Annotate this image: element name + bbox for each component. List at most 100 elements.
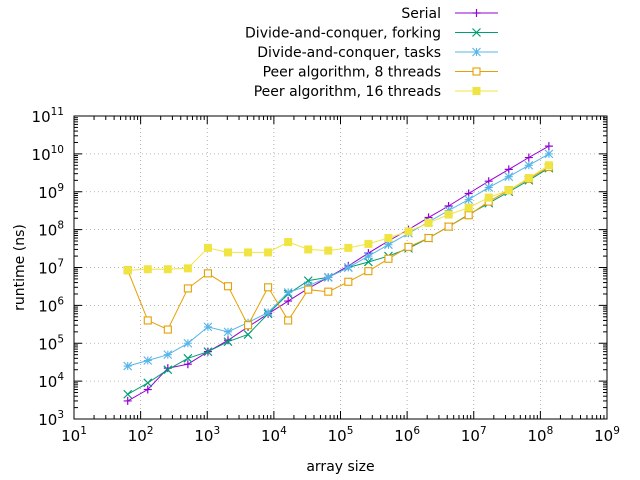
- data-point-peer-algorithm-16-threads: [364, 239, 373, 248]
- data-point-divide-and-conquer-forking: [163, 365, 173, 375]
- data-point-peer-algorithm-16-threads: [424, 218, 433, 227]
- data-point-divide-and-conquer-forking: [183, 353, 193, 363]
- x-tick-label: 104: [261, 425, 287, 445]
- data-point-peer-algorithm-8-threads: [143, 316, 152, 325]
- data-point-serial: [143, 385, 152, 394]
- x-tick-label: 102: [128, 425, 154, 445]
- series: [123, 142, 554, 405]
- data-point-divide-and-conquer-tasks: [363, 251, 373, 261]
- legend-marker: [472, 47, 481, 57]
- data-point-peer-algorithm-8-threads: [243, 321, 253, 330]
- data-point-peer-algorithm-8-threads: [284, 316, 293, 325]
- data-point-peer-algorithm-8-threads: [364, 267, 373, 276]
- data-point-divide-and-conquer-forking: [223, 337, 233, 347]
- axis-ticks: [73, 115, 608, 420]
- data-point-peer-algorithm-16-threads: [203, 243, 212, 252]
- x-axis-label: array size: [306, 459, 374, 475]
- series-serial: [123, 142, 553, 405]
- data-point-peer-algorithm-8-threads: [404, 242, 413, 251]
- data-point-peer-algorithm-16-threads: [444, 210, 453, 219]
- data-point-peer-algorithm-8-threads: [203, 269, 212, 278]
- x-tick-label: 103: [194, 425, 220, 445]
- legend-label: Serial: [401, 6, 441, 22]
- data-point-peer-algorithm-8-threads: [304, 285, 313, 294]
- data-point-peer-algorithm-16-threads: [344, 243, 353, 252]
- legend-item-divide-and-conquer-tasks: Divide-and-conquer, tasks: [257, 45, 498, 61]
- y-axis-label: runtime (ns): [12, 224, 28, 311]
- data-point-divide-and-conquer-tasks: [384, 240, 393, 250]
- series-peer-algorithm-8-threads: [123, 162, 553, 334]
- data-point-peer-algorithm-16-threads: [544, 161, 553, 170]
- data-point-divide-and-conquer-tasks: [183, 338, 193, 348]
- grid: [74, 116, 607, 419]
- y-tick-labels: 103 104 105 106 107 108 109 1010 1011: [32, 106, 65, 429]
- data-point-serial: [524, 153, 533, 162]
- data-point-divide-and-conquer-tasks: [263, 308, 273, 317]
- y-tick-label: 103: [38, 409, 64, 429]
- data-point-peer-algorithm-16-threads: [304, 245, 313, 254]
- data-point-divide-and-conquer-forking: [243, 330, 253, 339]
- data-point-divide-and-conquer-tasks: [163, 350, 173, 360]
- data-point-serial: [284, 297, 293, 306]
- y-tick-label: 1011: [32, 106, 64, 126]
- legend: Serial Divide-and-conquer, forking Divide-…: [245, 6, 498, 100]
- data-point-divide-and-conquer-tasks: [203, 322, 213, 332]
- data-point-divide-and-conquer-tasks: [223, 327, 233, 337]
- x-tick-label: 108: [527, 425, 553, 445]
- x-tick-label: 101: [61, 425, 87, 445]
- data-point-peer-algorithm-8-threads: [163, 325, 172, 334]
- data-point-peer-algorithm-16-threads: [464, 203, 473, 212]
- legend-item-peer-algorithm-8-threads: Peer algorithm, 8 threads: [263, 65, 498, 81]
- legend-marker: [472, 67, 481, 76]
- series-line-peer-algorithm-16-threads: [127, 164, 550, 271]
- legend-marker: [472, 9, 481, 17]
- x-tick-label: 107: [461, 425, 487, 445]
- data-point-serial: [544, 142, 553, 151]
- y-tick-label: 104: [38, 371, 64, 391]
- data-point-peer-algorithm-8-threads: [223, 282, 233, 291]
- data-point-peer-algorithm-16-threads: [324, 246, 333, 255]
- data-point-peer-algorithm-16-threads: [524, 174, 533, 183]
- data-point-peer-algorithm-16-threads: [183, 264, 192, 273]
- data-point-serial: [504, 165, 513, 174]
- data-point-divide-and-conquer-tasks: [283, 288, 293, 297]
- data-point-peer-algorithm-16-threads: [504, 186, 513, 195]
- y-tick-label: 108: [38, 220, 64, 240]
- legend-marker: [472, 87, 481, 95]
- data-point-peer-algorithm-16-threads: [143, 265, 152, 274]
- x-tick-label: 105: [328, 425, 354, 445]
- series-line-peer-algorithm-8-threads: [127, 166, 550, 331]
- data-point-peer-algorithm-8-threads: [444, 222, 453, 231]
- data-point-peer-algorithm-8-threads: [344, 277, 353, 286]
- data-point-peer-algorithm-8-threads: [424, 233, 433, 243]
- data-point-divide-and-conquer-tasks: [504, 172, 514, 182]
- data-point-divide-and-conquer-tasks: [544, 149, 554, 159]
- legend-item-divide-and-conquer-forking: Divide-and-conquer, forking: [245, 26, 498, 42]
- data-point-divide-and-conquer-tasks: [464, 195, 474, 205]
- x-tick-label: 106: [394, 425, 420, 445]
- data-point-peer-algorithm-16-threads: [484, 193, 493, 202]
- data-point-peer-algorithm-16-threads: [384, 234, 393, 243]
- data-point-peer-algorithm-16-threads: [223, 248, 232, 257]
- series-line-serial: [127, 145, 550, 402]
- data-point-peer-algorithm-16-threads: [264, 248, 273, 257]
- data-point-peer-algorithm-16-threads: [404, 227, 413, 236]
- data-point-divide-and-conquer-tasks: [524, 160, 534, 170]
- data-point-divide-and-conquer-forking: [123, 389, 133, 399]
- legend-item-peer-algorithm-16-threads: Peer algorithm, 16 threads: [254, 84, 498, 100]
- y-tick-label: 107: [38, 258, 64, 278]
- data-point-divide-and-conquer-forking: [203, 347, 213, 357]
- data-point-serial: [183, 360, 192, 369]
- data-point-divide-and-conquer-tasks: [143, 356, 153, 365]
- plot-frame: [73, 115, 608, 420]
- x-tick-label: 109: [594, 425, 620, 445]
- data-point-divide-and-conquer-tasks: [444, 206, 453, 215]
- y-tick-label: 106: [38, 295, 64, 315]
- series-peer-algorithm-16-threads: [123, 161, 553, 275]
- data-point-peer-algorithm-8-threads: [183, 284, 192, 293]
- y-tick-label: 109: [38, 182, 64, 202]
- data-point-serial: [123, 396, 132, 405]
- data-point-peer-algorithm-8-threads: [384, 254, 393, 263]
- y-tick-label: 105: [38, 333, 64, 353]
